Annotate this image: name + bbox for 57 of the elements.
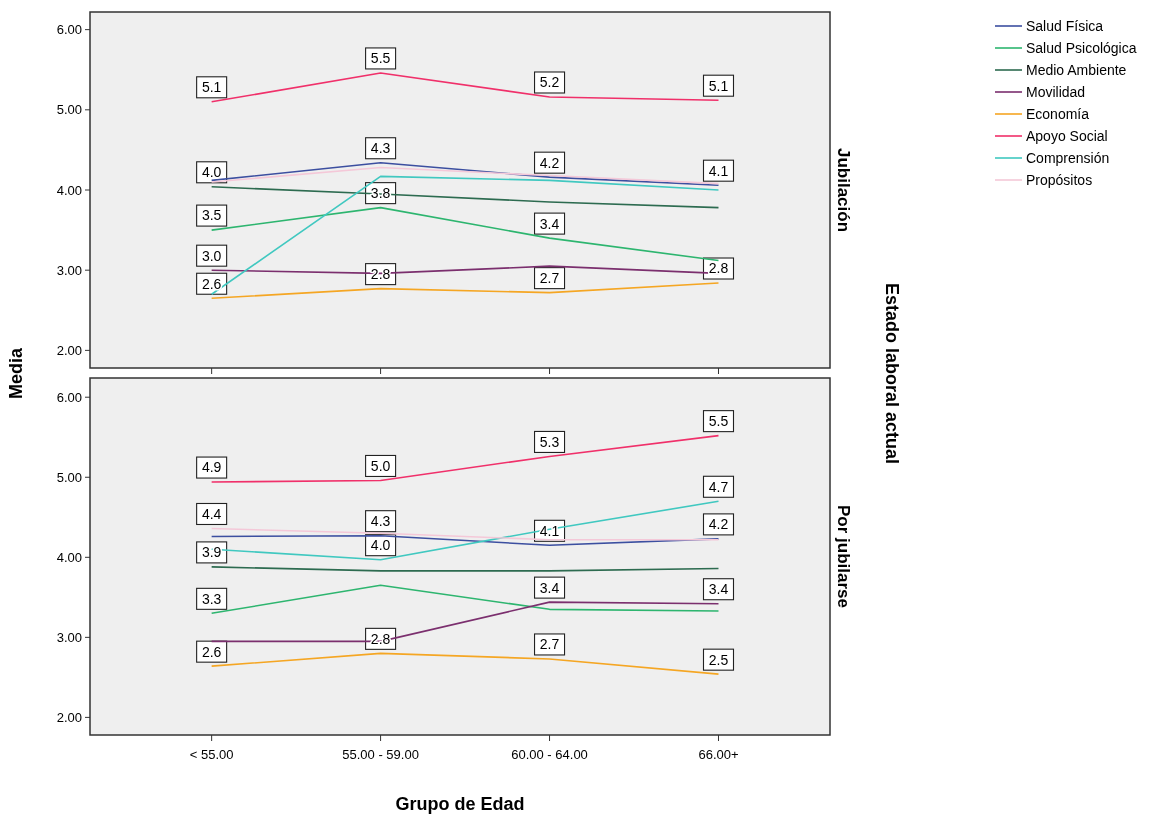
data-label: 3.0 xyxy=(201,247,222,264)
text: Estado laboral actual xyxy=(881,282,902,465)
data-label: 5.2 xyxy=(539,74,560,91)
y-tick-label: 3.00 xyxy=(56,262,82,278)
y-tick-label: 2.00 xyxy=(56,709,82,725)
legend-label: Movilidad xyxy=(1026,83,1086,100)
data-label: 5.3 xyxy=(539,433,560,450)
legend-label: Economía xyxy=(1026,105,1090,122)
data-label: 4.4 xyxy=(201,505,222,522)
data-label: 2.5 xyxy=(708,651,729,668)
data-label: 4.9 xyxy=(201,459,222,476)
data-label: 2.6 xyxy=(201,275,222,292)
data-label: 5.5 xyxy=(708,413,729,430)
data-label: 3.9 xyxy=(201,544,222,561)
data-label: 2.7 xyxy=(539,636,560,653)
data-label: 5.1 xyxy=(201,79,222,96)
x-tick-label: 66.00+ xyxy=(698,747,739,762)
legend-label: Medio Ambiente xyxy=(1026,61,1127,78)
x-tick-label: < 55.00 xyxy=(189,747,234,762)
data-label: 2.8 xyxy=(708,260,729,277)
y-tick-label: 5.00 xyxy=(56,469,82,485)
data-label: 4.0 xyxy=(201,164,222,181)
legend-label: Salud Psicológica xyxy=(1026,39,1137,56)
legend-label: Apoyo Social xyxy=(1026,127,1108,144)
data-label: 5.5 xyxy=(370,50,391,67)
y-tick-label: 5.00 xyxy=(56,102,82,118)
y-tick-label: 6.00 xyxy=(56,389,82,405)
x-tick-label: 60.00 - 64.00 xyxy=(511,747,588,762)
data-label: 4.2 xyxy=(539,154,560,171)
y-tick-label: 3.00 xyxy=(56,629,82,645)
data-label: 4.1 xyxy=(708,162,729,179)
x-tick-label: 55.00 - 59.00 xyxy=(342,747,419,762)
data-label: 4.7 xyxy=(708,478,729,495)
data-label: 4.2 xyxy=(708,516,729,533)
data-label: 4.3 xyxy=(370,140,391,157)
legend-label: Propósitos xyxy=(1026,171,1093,188)
text: Por jubilarse xyxy=(834,505,854,608)
data-label: 4.0 xyxy=(370,537,391,554)
text: Jubilación xyxy=(834,147,854,233)
legend-label: Comprensión xyxy=(1026,149,1110,166)
y-axis-title: Media xyxy=(6,347,26,400)
data-label: 2.7 xyxy=(539,270,560,287)
data-label: 4.3 xyxy=(370,513,391,530)
y-tick-label: 4.00 xyxy=(56,549,82,565)
data-label: 3.4 xyxy=(539,579,560,596)
x-axis-title: Grupo de Edad xyxy=(395,794,525,814)
data-label: 5.1 xyxy=(708,77,729,94)
legend-label: Salud Física xyxy=(1026,17,1104,34)
data-label: 3.3 xyxy=(201,590,222,607)
y-tick-label: 4.00 xyxy=(56,182,82,198)
data-label: 2.6 xyxy=(201,643,222,660)
y-tick-label: 2.00 xyxy=(56,342,82,358)
data-label: 3.4 xyxy=(708,581,729,598)
y-tick-label: 6.00 xyxy=(56,22,82,38)
data-label: 5.0 xyxy=(370,457,391,474)
data-label: 3.5 xyxy=(201,207,222,224)
data-label: 3.4 xyxy=(539,215,560,232)
